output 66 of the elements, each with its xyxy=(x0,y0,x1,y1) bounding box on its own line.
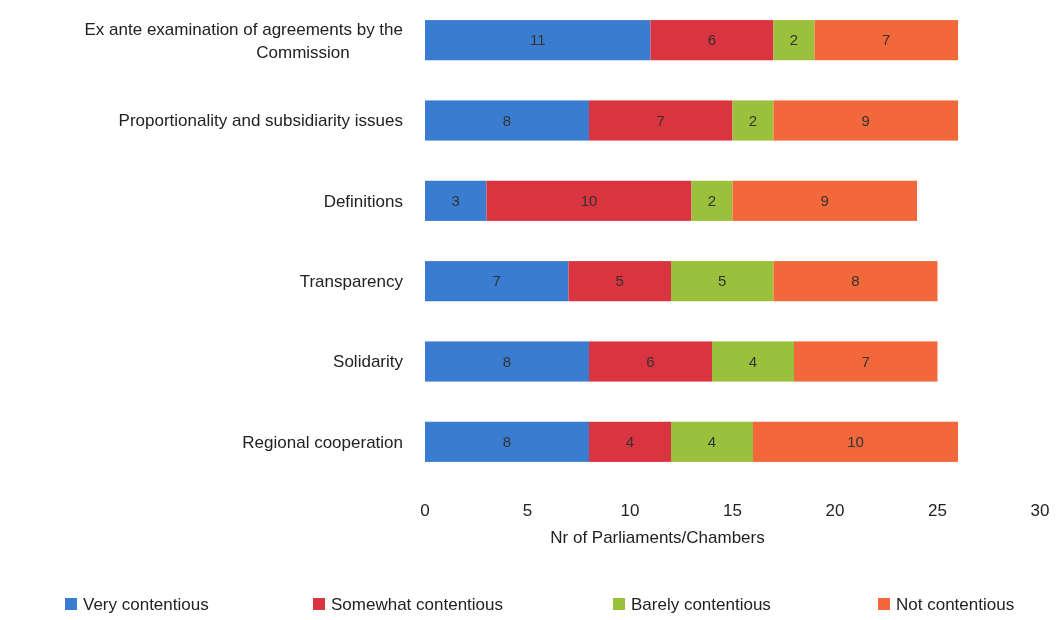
bar xyxy=(650,20,774,61)
data-label: 10 xyxy=(847,433,864,451)
bar xyxy=(773,20,815,61)
data-label: 3 xyxy=(451,192,460,210)
x-tick-label: 5 xyxy=(522,501,533,520)
x-tick-label: 20 xyxy=(825,501,845,520)
data-label: 2 xyxy=(707,192,717,210)
x-tick-label: 15 xyxy=(723,501,742,520)
y-tick-label: Definitions xyxy=(323,191,403,211)
bar xyxy=(425,180,487,221)
data-label: 8 xyxy=(502,111,512,129)
legend-label: Very contentious xyxy=(83,594,209,614)
data-label: 10 xyxy=(580,192,598,210)
y-tick-label: Ex ante examination of agreements by the Commission xyxy=(84,20,403,63)
bar xyxy=(691,180,733,221)
bar xyxy=(732,180,917,221)
bar xyxy=(671,261,774,302)
bar xyxy=(794,341,938,382)
data-label: 2 xyxy=(789,31,799,49)
bar xyxy=(425,341,589,382)
y-tick-label: Proportionality and subsidiarity issues xyxy=(118,111,403,131)
data-label: 6 xyxy=(646,352,655,370)
x-tick-label: 0 xyxy=(420,501,430,520)
bar xyxy=(773,261,938,302)
bar xyxy=(589,341,712,382)
data-label: 4 xyxy=(707,433,717,451)
bar xyxy=(425,421,589,462)
bar xyxy=(568,261,671,302)
bar xyxy=(486,180,692,221)
data-label: 4 xyxy=(748,352,758,370)
bar xyxy=(732,100,774,141)
data-label: 8 xyxy=(851,272,860,290)
bar xyxy=(773,100,958,141)
y-tick-label: Solidarity xyxy=(333,352,404,372)
bar xyxy=(671,421,753,462)
data-label: 5 xyxy=(718,272,727,290)
y-tick-label: Regional cooperation xyxy=(242,432,403,452)
bar xyxy=(589,421,671,462)
x-tick-label: 10 xyxy=(620,501,640,520)
legend-label: Somewhat contentious xyxy=(331,594,503,614)
bar xyxy=(589,100,733,141)
data-label: 6 xyxy=(707,31,717,49)
bar xyxy=(753,421,958,462)
data-label: 9 xyxy=(820,192,829,210)
bar xyxy=(814,20,958,61)
bar xyxy=(425,100,589,141)
data-label: 8 xyxy=(502,352,512,370)
data-label: 2 xyxy=(748,111,758,129)
y-tick-label: Transparency xyxy=(299,272,404,292)
bar xyxy=(425,261,569,302)
x-tick-label: 30 xyxy=(1030,501,1050,520)
x-axis-title: Nr of Parliaments/Chambers xyxy=(550,528,765,547)
data-label: 5 xyxy=(615,272,624,290)
data-label: 8 xyxy=(502,433,512,451)
data-label: 7 xyxy=(882,31,891,49)
data-label: 11 xyxy=(529,31,546,49)
data-label: 7 xyxy=(861,352,870,370)
data-label: 7 xyxy=(656,111,665,129)
data-label: 7 xyxy=(492,272,501,290)
legend-label: Barely contentious xyxy=(631,594,771,614)
data-label: 9 xyxy=(861,111,870,129)
bar xyxy=(712,341,794,382)
legend-label: Not contentious xyxy=(896,594,1015,614)
data-label: 4 xyxy=(625,433,635,451)
bar xyxy=(425,20,651,61)
x-tick-label: 25 xyxy=(928,501,947,520)
